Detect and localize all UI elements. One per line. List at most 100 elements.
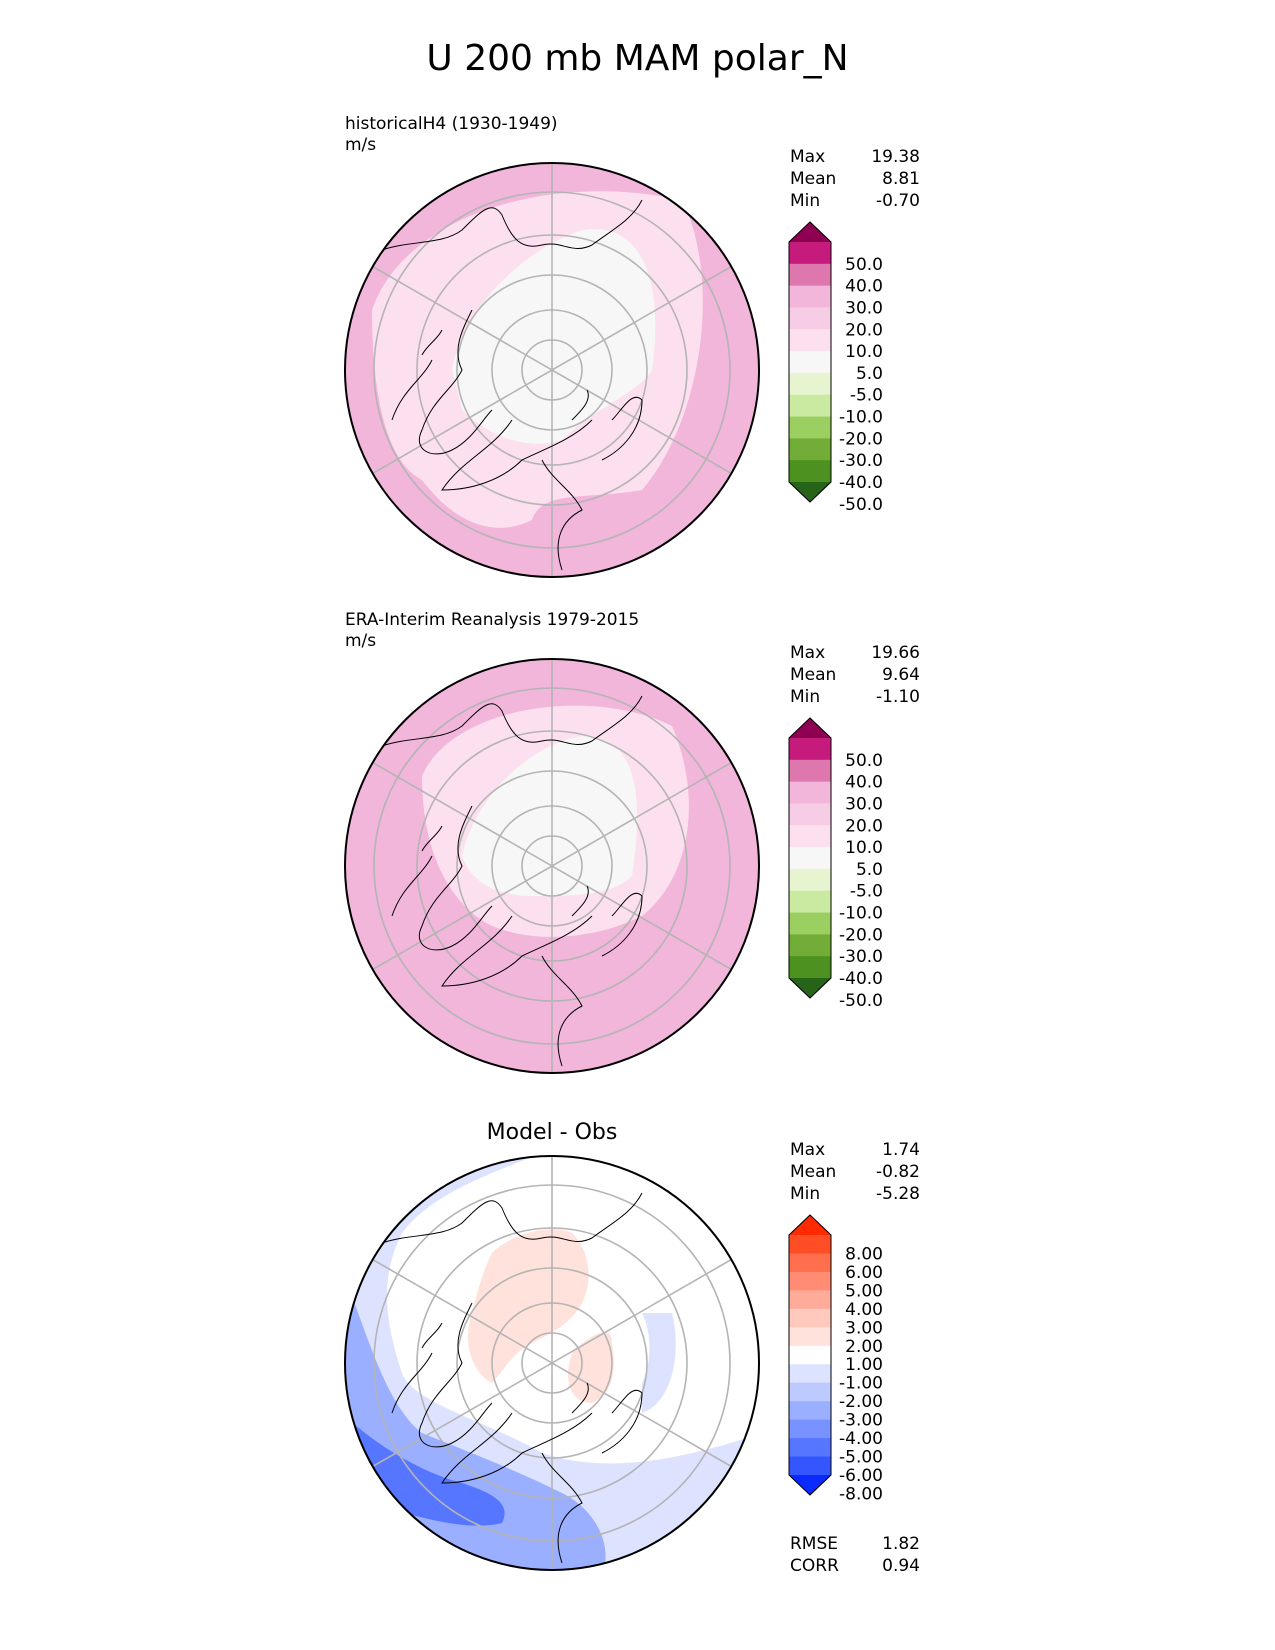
colorbar-segment (789, 460, 831, 483)
panel-3-polar-map (344, 1155, 760, 1571)
stat-name: Mean (790, 169, 837, 189)
colorbar-tick-label: -5.0 (850, 882, 883, 902)
colorbar-outline (788, 221, 832, 503)
stat-row-corr: CORR 0.94 (790, 1555, 920, 1577)
colorbar-tick-label: 20.0 (845, 320, 883, 340)
stat-row-min: Min -0.70 (790, 190, 920, 212)
colorbar-tick-label: 5.0 (856, 860, 883, 880)
stat-name: CORR (790, 1556, 839, 1576)
colorbar-segment (789, 1364, 831, 1384)
colorbar-tick-label: -2.00 (839, 1392, 883, 1412)
colorbar-tick-label: -10.0 (839, 408, 883, 428)
panel-2-label: ERA-Interim Reanalysis 1979-2015 m/s (345, 610, 639, 652)
panel-2-units-label: m/s (345, 631, 377, 651)
colorbar-tick-label: -30.0 (839, 947, 883, 967)
colorbar-segment (789, 351, 831, 374)
panel-1-colorbar: 50.040.030.020.010.05.0-5.0-10.0-20.0-30… (788, 221, 883, 515)
colorbar-tick-label: 4.00 (845, 1300, 883, 1320)
figure-title: U 200 mb MAM polar_N (426, 38, 849, 79)
colorbar-segment (789, 912, 831, 935)
colorbar-segment (789, 1271, 831, 1291)
colorbar-tick-label: 5.00 (845, 1281, 883, 1301)
colorbar-extension-min (789, 978, 831, 998)
panel-2-graticule (369, 659, 735, 1073)
stat-row-max: Max 1.74 (790, 1139, 920, 1161)
colorbar-tick-label: -40.0 (839, 473, 883, 493)
stat-name: Max (790, 147, 826, 167)
panel-2-colorbar: 50.040.030.020.010.05.0-5.0-10.0-20.0-30… (788, 717, 883, 1011)
panel-1-units-label: m/s (345, 135, 377, 155)
colorbar-tick-label: 10.0 (845, 342, 883, 362)
colorbar-segment (789, 1327, 831, 1347)
panel-2-polar-map (344, 658, 760, 1074)
panel-1-fill-minus5-5 (452, 229, 656, 444)
colorbar-outline (788, 717, 832, 999)
stat-row-min: Min -1.10 (790, 686, 920, 708)
colorbar-extension-min (789, 1475, 831, 1495)
colorbar-segment (789, 1456, 831, 1476)
colorbar-segment (789, 847, 831, 870)
stat-value: -1.10 (876, 687, 920, 707)
colorbar-segment (789, 956, 831, 979)
panel-1-graticule (369, 163, 735, 577)
stat-name: RMSE (790, 1534, 839, 1554)
colorbar-tick-label: 5.0 (856, 364, 883, 384)
colorbar-segment (789, 1253, 831, 1273)
colorbar-tick-label: -3.00 (839, 1411, 883, 1431)
stat-name: Min (790, 687, 821, 707)
panel-1-stats: Max 19.38 Mean 8.81 Min -0.70 (790, 146, 920, 212)
colorbar-segment (789, 263, 831, 287)
colorbar-segment (789, 1382, 831, 1402)
stat-value: 9.64 (882, 665, 920, 685)
colorbar-segment (789, 934, 831, 957)
panel-3-map-border (344, 1155, 760, 1571)
colorbar-outline (788, 1214, 832, 1496)
colorbar-segment (789, 1401, 831, 1421)
stat-row-mean: Mean 8.81 (790, 168, 920, 190)
colorbar-segment (789, 329, 831, 352)
colorbar-extension-max (789, 1215, 831, 1235)
stat-name: Max (790, 643, 826, 663)
panel-2-stats: Max 19.66 Mean 9.64 Min -1.10 (790, 642, 920, 708)
colorbar-segment (789, 285, 831, 308)
colorbar-segment (789, 394, 831, 418)
colorbar-segment (789, 1345, 831, 1365)
colorbar-segment (789, 738, 831, 761)
colorbar-tick-label: -8.00 (839, 1484, 883, 1504)
colorbar-extension-min (789, 482, 831, 502)
colorbar-tick-label: 30.0 (845, 298, 883, 318)
colorbar-tick-label: -10.0 (839, 904, 883, 924)
stat-name: Mean (790, 665, 837, 685)
colorbar-segment (789, 416, 831, 439)
colorbar-extension-max (789, 718, 831, 738)
stat-row-max: Max 19.38 (790, 146, 920, 168)
colorbar-tick-label: 10.0 (845, 838, 883, 858)
panel-3-graticule (369, 1156, 735, 1570)
colorbar-tick-label: -6.00 (839, 1466, 883, 1486)
colorbar-segment (789, 1235, 831, 1254)
colorbar-segment (789, 781, 831, 804)
colorbar-tick-label: 50.0 (845, 751, 883, 771)
panel-1-coastlines (381, 199, 643, 571)
panel-3-extra-stats: RMSE 1.82 CORR 0.94 (790, 1533, 920, 1577)
colorbar-tick-label: 30.0 (845, 794, 883, 814)
stat-value: -0.70 (876, 191, 920, 211)
colorbar-segment (789, 759, 831, 783)
stat-value: 19.38 (871, 147, 920, 167)
panel-3-colorbar: 8.006.005.004.003.002.001.00-1.00-2.00-3… (788, 1214, 883, 1504)
stat-value: -5.28 (876, 1184, 920, 1204)
colorbar-tick-label: -5.00 (839, 1448, 883, 1468)
colorbar-tick-label: -30.0 (839, 451, 883, 471)
stat-row-rmse: RMSE 1.82 (790, 1533, 920, 1555)
stat-value: 8.81 (882, 169, 920, 189)
panel-2-coastlines (381, 695, 643, 1067)
colorbar-segment (789, 1290, 831, 1310)
colorbar-tick-label: 8.00 (845, 1244, 883, 1264)
panel-1-map-border (344, 162, 760, 578)
panel-1-label: historicalH4 (1930-1949) m/s (345, 114, 558, 156)
stat-name: Min (790, 1184, 821, 1204)
colorbar-tick-label: 20.0 (845, 816, 883, 836)
colorbar-tick-label: -20.0 (839, 429, 883, 449)
colorbar-tick-label: 6.00 (845, 1263, 883, 1283)
colorbar-segment (789, 868, 831, 892)
